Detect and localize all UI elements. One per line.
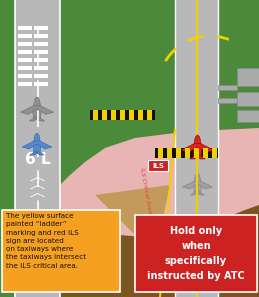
Bar xyxy=(203,148,208,158)
Bar xyxy=(18,34,32,38)
Bar xyxy=(167,148,172,158)
Bar xyxy=(18,74,32,78)
Polygon shape xyxy=(95,185,170,255)
Bar xyxy=(18,82,32,86)
Bar xyxy=(218,85,237,90)
FancyBboxPatch shape xyxy=(135,215,257,292)
FancyBboxPatch shape xyxy=(2,210,120,292)
Text: 6 L: 6 L xyxy=(25,152,50,168)
Bar xyxy=(18,42,32,46)
Bar xyxy=(237,92,259,106)
Bar xyxy=(37,243,39,251)
Bar xyxy=(147,110,152,120)
Polygon shape xyxy=(193,173,202,195)
Bar xyxy=(185,148,190,158)
Bar xyxy=(34,34,48,38)
Bar xyxy=(148,160,168,171)
Bar xyxy=(237,110,259,122)
Polygon shape xyxy=(190,155,205,159)
Bar xyxy=(18,66,32,70)
Bar xyxy=(111,110,116,120)
Bar xyxy=(212,148,217,158)
Polygon shape xyxy=(30,185,46,189)
Polygon shape xyxy=(60,128,259,297)
Text: ILS Critical Area boundary: ILS Critical Area boundary xyxy=(139,167,157,243)
Bar xyxy=(37,267,39,275)
Bar xyxy=(90,110,155,120)
Bar xyxy=(138,110,143,120)
Polygon shape xyxy=(33,97,41,121)
Bar xyxy=(218,98,237,103)
Bar xyxy=(18,58,32,62)
Bar xyxy=(120,110,125,120)
Text: The yellow surface
painted “ladder”
marking and red ILS
sign are located
on taxi: The yellow surface painted “ladder” mark… xyxy=(6,213,86,268)
Bar xyxy=(129,110,134,120)
Bar xyxy=(34,50,48,54)
Bar xyxy=(37,255,39,263)
Bar xyxy=(34,58,48,62)
Bar xyxy=(34,26,48,30)
Bar xyxy=(15,0,60,297)
Bar xyxy=(175,0,218,297)
Polygon shape xyxy=(181,144,214,152)
Polygon shape xyxy=(60,205,259,297)
Bar xyxy=(102,110,107,120)
Bar xyxy=(34,66,48,70)
Bar xyxy=(34,42,48,46)
Polygon shape xyxy=(30,193,46,197)
Bar xyxy=(158,148,163,158)
Polygon shape xyxy=(30,177,46,181)
Bar xyxy=(176,148,181,158)
Polygon shape xyxy=(22,141,52,149)
Polygon shape xyxy=(191,191,205,195)
Bar xyxy=(237,68,259,86)
Circle shape xyxy=(149,249,161,260)
Polygon shape xyxy=(30,151,44,155)
Bar xyxy=(34,82,48,86)
Bar xyxy=(37,279,39,287)
Polygon shape xyxy=(29,117,45,121)
Bar xyxy=(18,26,32,30)
Bar xyxy=(34,74,48,78)
Bar xyxy=(194,148,199,158)
Text: Hold only
when
specifically
instructed by ATC: Hold only when specifically instructed b… xyxy=(147,226,245,281)
Bar xyxy=(18,50,32,54)
Text: ILS: ILS xyxy=(152,162,164,168)
Bar xyxy=(93,110,98,120)
Polygon shape xyxy=(193,135,202,159)
Polygon shape xyxy=(20,106,54,114)
Polygon shape xyxy=(183,181,212,189)
Bar xyxy=(155,148,218,158)
Polygon shape xyxy=(33,133,41,155)
